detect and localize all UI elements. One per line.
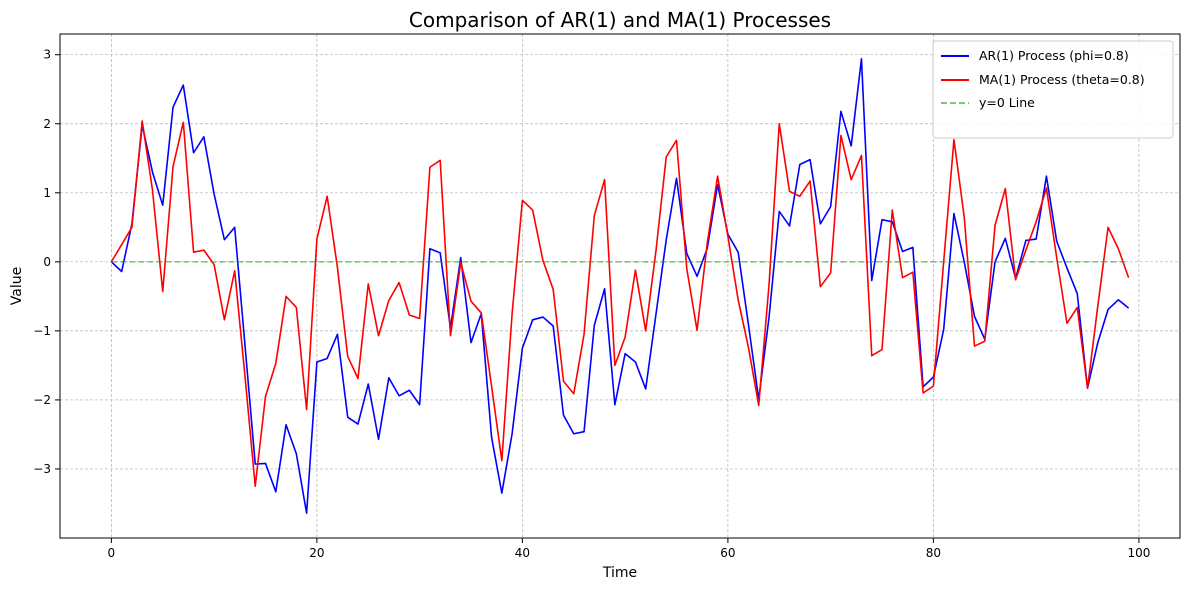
legend-frame: [932, 40, 1174, 139]
legend: AR(1) Process (phi=0.8) MA(1) Process (t…: [932, 40, 1174, 139]
legend-label-ma1: MA(1) Process (theta=0.8): [979, 72, 1145, 87]
y-tick-label: −2: [33, 393, 51, 407]
y-tick-label: −3: [33, 462, 51, 476]
y-tick-label: 1: [43, 186, 51, 200]
y-tick-label: 0: [43, 255, 51, 269]
y-axis-title: Value: [9, 267, 25, 305]
x-tick-label: 40: [515, 546, 530, 560]
x-tick-label: 80: [926, 546, 941, 560]
grid: [60, 34, 1180, 538]
x-axis-title: Time: [602, 565, 637, 581]
plot-frame: [59, 33, 1181, 539]
legend-label-ar1: AR(1) Process (phi=0.8): [979, 48, 1129, 63]
y-tick-label: −1: [33, 324, 51, 338]
x-tick-label: 100: [1127, 546, 1150, 560]
series-lines: [110, 58, 1130, 514]
ar1-series-line: [110, 58, 1130, 514]
y-tick-label: 3: [43, 48, 51, 62]
legend-label-zero-line: y=0 Line: [979, 95, 1035, 110]
x-tick-label: 0: [108, 546, 116, 560]
axis-ticks: 0 20 40 60 80 100 −3 −2 −1 0 1 2 3: [33, 48, 1150, 560]
chart-title: Comparison of AR(1) and MA(1) Processes: [409, 8, 831, 32]
y-tick-label: 2: [43, 117, 51, 131]
x-tick-label: 60: [720, 546, 735, 560]
ma1-series-line: [110, 120, 1130, 488]
x-tick-label: 20: [309, 546, 324, 560]
